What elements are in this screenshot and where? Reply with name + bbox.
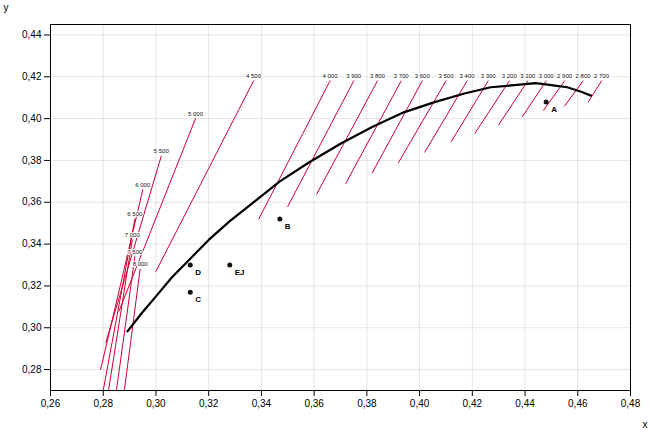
svg-text:2 900: 2 900 bbox=[557, 73, 573, 79]
svg-text:0,44: 0,44 bbox=[22, 29, 42, 40]
svg-text:0,40: 0,40 bbox=[22, 113, 42, 124]
svg-text:EJ: EJ bbox=[235, 268, 245, 277]
svg-text:8 000: 8 000 bbox=[133, 261, 149, 267]
svg-text:7 000: 7 000 bbox=[125, 232, 141, 238]
svg-text:D: D bbox=[195, 268, 201, 277]
svg-text:0,28: 0,28 bbox=[93, 398, 113, 409]
svg-text:3 300: 3 300 bbox=[481, 73, 497, 79]
svg-text:C: C bbox=[195, 295, 201, 304]
svg-text:3 100: 3 100 bbox=[520, 73, 536, 79]
svg-text:x: x bbox=[643, 419, 648, 430]
svg-text:3 400: 3 400 bbox=[460, 73, 476, 79]
svg-text:6 500: 6 500 bbox=[127, 211, 143, 217]
svg-text:0,42: 0,42 bbox=[22, 71, 42, 82]
svg-text:0,30: 0,30 bbox=[146, 398, 166, 409]
svg-text:6 000: 6 000 bbox=[135, 182, 151, 188]
svg-text:4 000: 4 000 bbox=[322, 73, 338, 79]
svg-text:3 200: 3 200 bbox=[502, 73, 518, 79]
svg-text:3 500: 3 500 bbox=[438, 73, 454, 79]
svg-text:0,32: 0,32 bbox=[22, 280, 42, 291]
svg-text:0,36: 0,36 bbox=[304, 398, 324, 409]
svg-text:5 000: 5 000 bbox=[188, 111, 204, 117]
svg-text:0,34: 0,34 bbox=[22, 238, 42, 249]
svg-text:2 800: 2 800 bbox=[576, 73, 592, 79]
svg-text:2 700: 2 700 bbox=[594, 73, 610, 79]
svg-text:0,28: 0,28 bbox=[22, 364, 42, 375]
svg-text:0,34: 0,34 bbox=[252, 398, 272, 409]
svg-text:0,30: 0,30 bbox=[22, 322, 42, 333]
svg-text:0,26: 0,26 bbox=[41, 398, 61, 409]
svg-text:3 700: 3 700 bbox=[394, 73, 410, 79]
svg-text:0,36: 0,36 bbox=[22, 196, 42, 207]
svg-text:3 900: 3 900 bbox=[346, 73, 362, 79]
svg-text:7 500: 7 500 bbox=[127, 249, 143, 255]
svg-text:0,38: 0,38 bbox=[22, 155, 42, 166]
svg-text:3 000: 3 000 bbox=[539, 73, 555, 79]
svg-text:3 800: 3 800 bbox=[370, 73, 386, 79]
svg-text:0,48: 0,48 bbox=[621, 398, 641, 409]
svg-text:0,38: 0,38 bbox=[357, 398, 377, 409]
svg-text:B: B bbox=[285, 222, 291, 231]
svg-text:y: y bbox=[4, 2, 9, 13]
svg-text:4 500: 4 500 bbox=[246, 73, 262, 79]
svg-text:0,42: 0,42 bbox=[463, 398, 483, 409]
svg-text:A: A bbox=[551, 105, 557, 114]
svg-text:3 600: 3 600 bbox=[415, 73, 431, 79]
svg-text:0,32: 0,32 bbox=[199, 398, 219, 409]
svg-text:0,44: 0,44 bbox=[515, 398, 535, 409]
svg-text:0,40: 0,40 bbox=[410, 398, 430, 409]
svg-text:5 500: 5 500 bbox=[154, 148, 170, 154]
svg-text:0,46: 0,46 bbox=[568, 398, 588, 409]
